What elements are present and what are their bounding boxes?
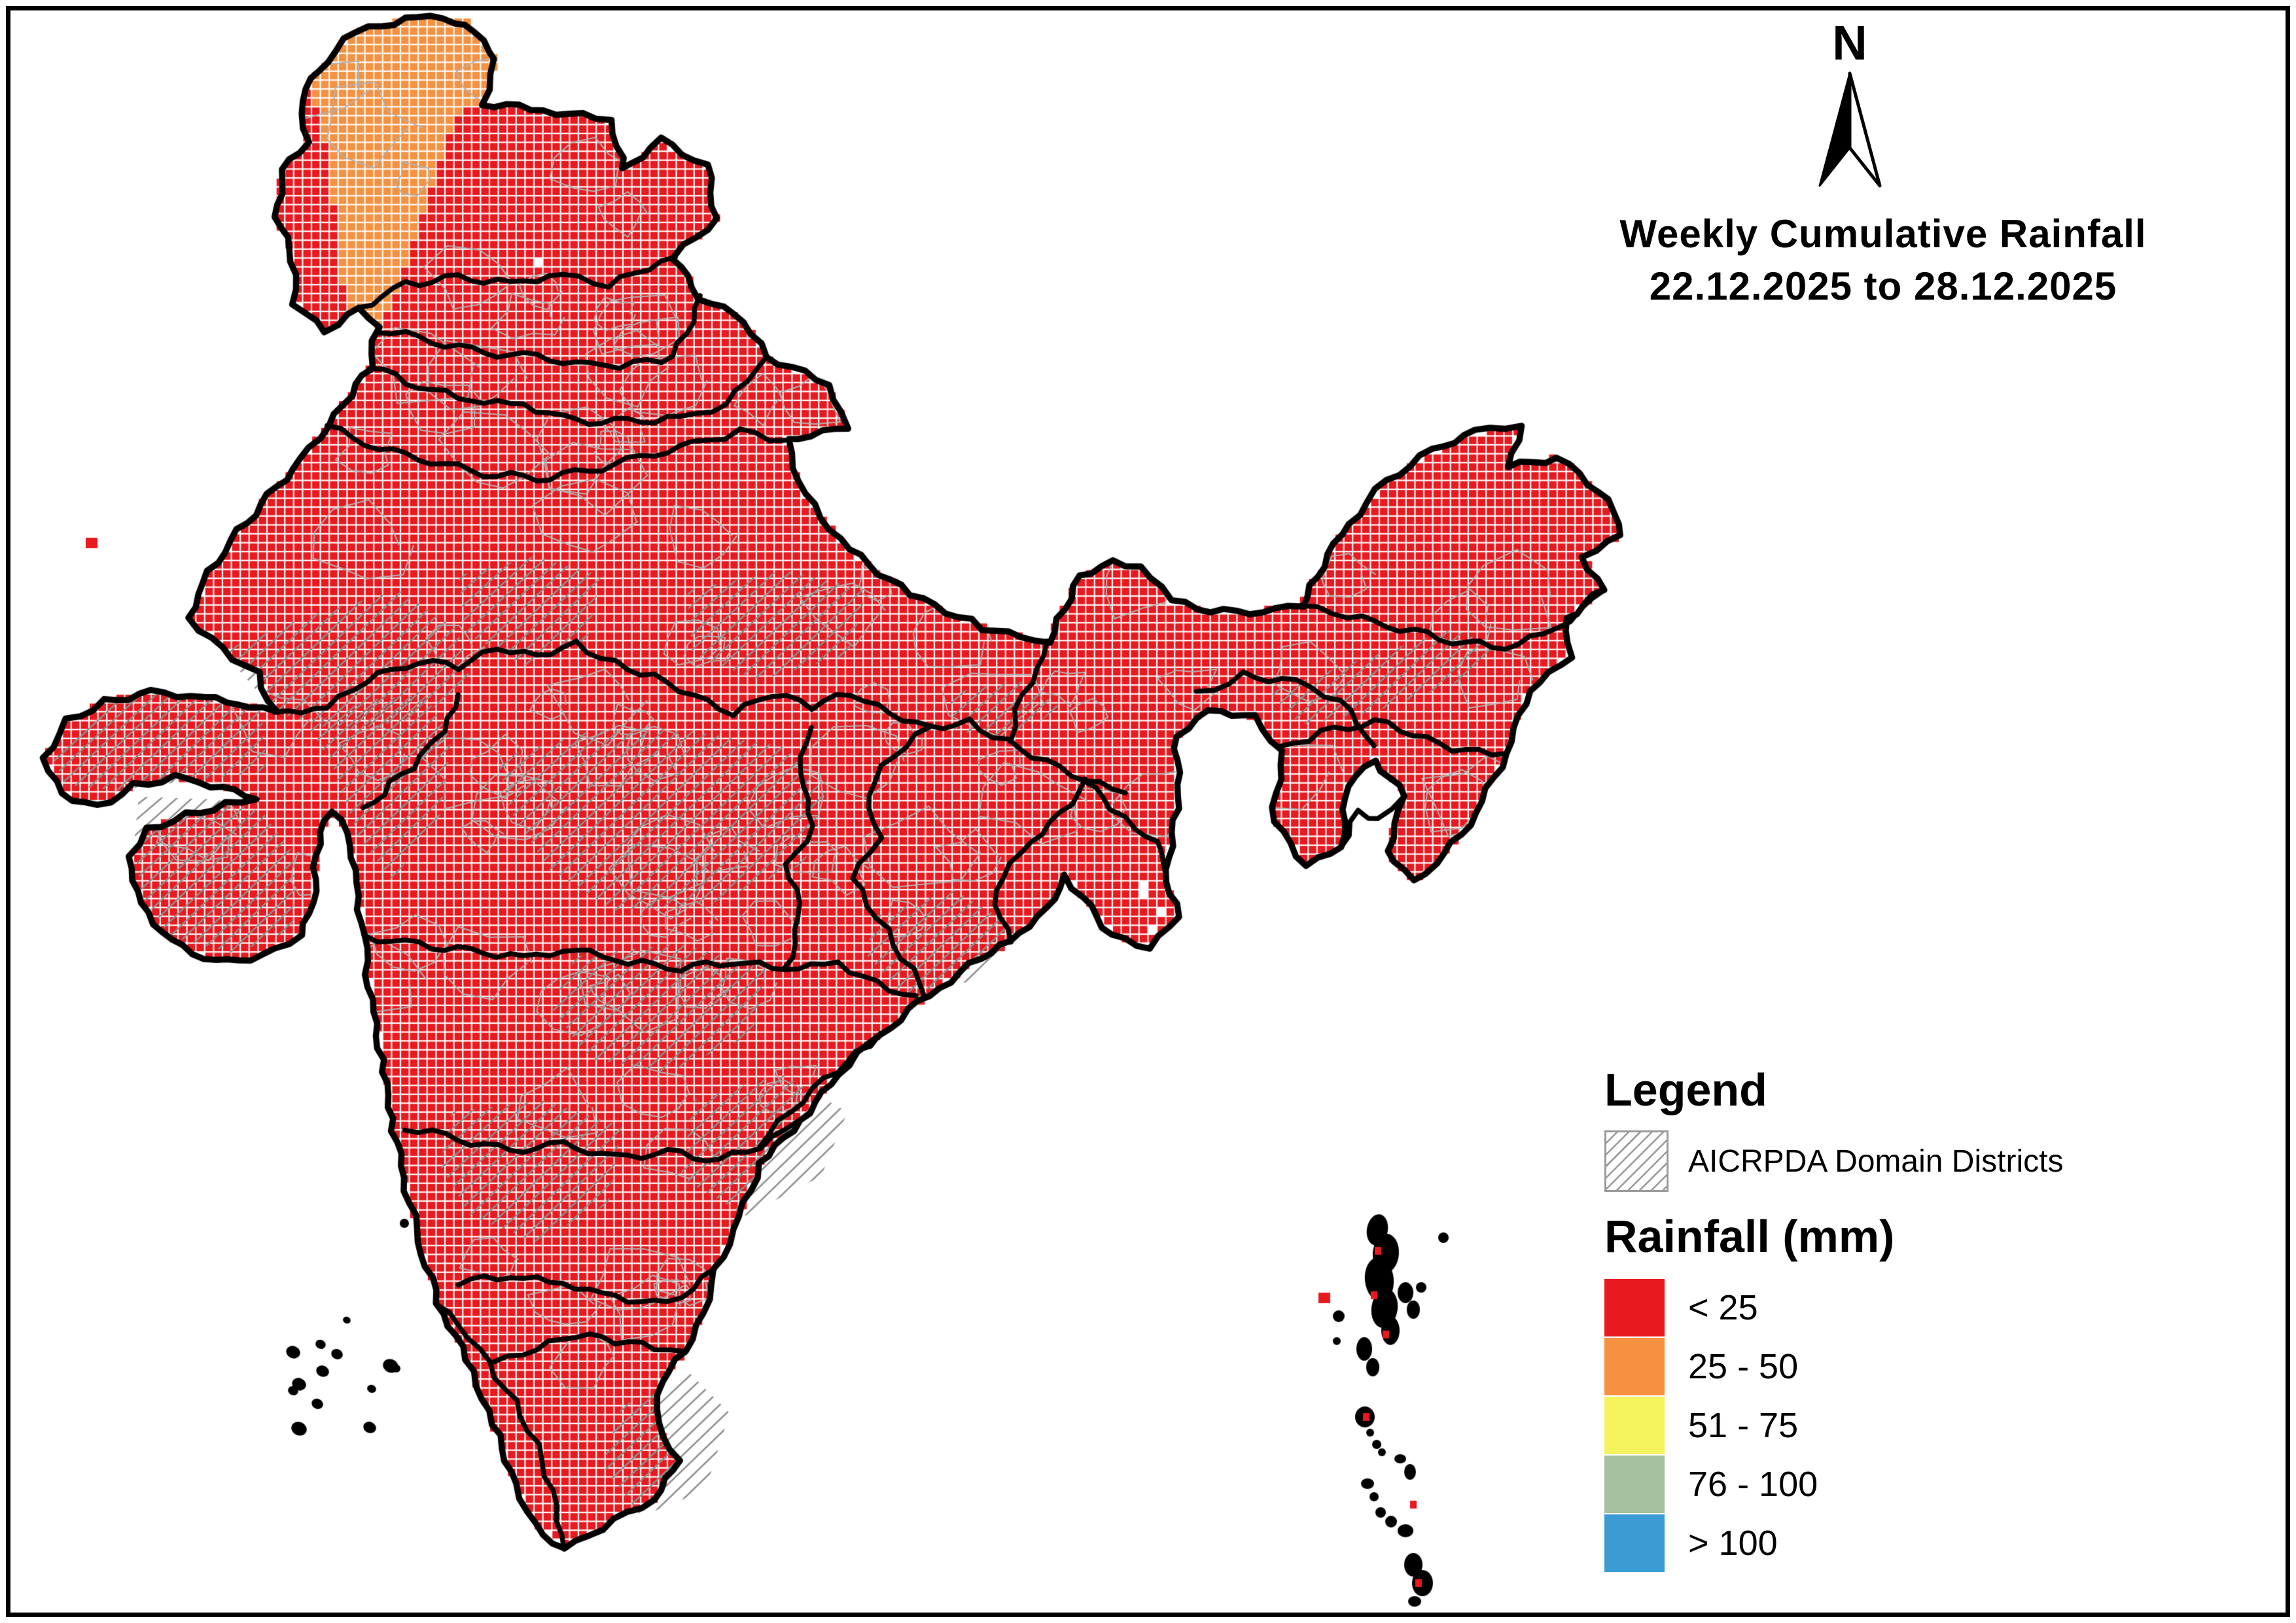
rainfall-heading: Rainfall (mm) <box>1604 1211 1895 1262</box>
rainfall-class-label: 76 - 100 <box>1688 1465 1818 1504</box>
north-arrow-label: N <box>1832 16 1867 70</box>
rainfall-class-label: 51 - 75 <box>1688 1406 1799 1445</box>
rainfall-class-label: > 100 <box>1688 1524 1778 1563</box>
legend-heading: Legend <box>1604 1064 1767 1115</box>
rainfall-class-row: 25 - 50 <box>1604 1337 2246 1396</box>
aicrpda-label: AICRPDA Domain Districts <box>1688 1143 2064 1179</box>
aicrpda-domain-item: AICRPDA Domain Districts <box>1604 1130 2246 1192</box>
rainfall-class-label: < 25 <box>1688 1288 1758 1327</box>
rainfall-class-row: 51 - 75 <box>1604 1396 2246 1455</box>
map-title-line1: Weekly Cumulative Rainfall <box>1619 212 2147 256</box>
rainfall-class-label: 25 - 50 <box>1688 1347 1799 1386</box>
rainfall-class-row: > 100 <box>1604 1514 2246 1573</box>
map-title-line2: 22.12.2025 to 28.12.2025 <box>1649 264 2117 308</box>
rainfall-classes: < 25 25 - 50 51 - 75 76 - 100 > 100 <box>1604 1278 2246 1573</box>
rainfall-class-swatch <box>1604 1279 1665 1336</box>
north-arrow-icon <box>1818 71 1882 188</box>
legend: Legend AICRPDA Domain Districts Rainfall… <box>1604 1065 2246 1573</box>
rainfall-class-swatch <box>1604 1338 1665 1395</box>
rainfall-class-row: < 25 <box>1604 1278 2246 1337</box>
north-arrow: N <box>1801 18 1899 188</box>
rainfall-class-swatch <box>1604 1456 1665 1513</box>
rainfall-class-swatch <box>1604 1514 1665 1572</box>
rainfall-class-row: 76 - 100 <box>1604 1455 2246 1514</box>
aicrpda-hatch-swatch <box>1604 1130 1669 1192</box>
rainfall-class-swatch <box>1604 1397 1665 1454</box>
map-title: Weekly Cumulative Rainfall 22.12.2025 to… <box>1549 208 2217 313</box>
